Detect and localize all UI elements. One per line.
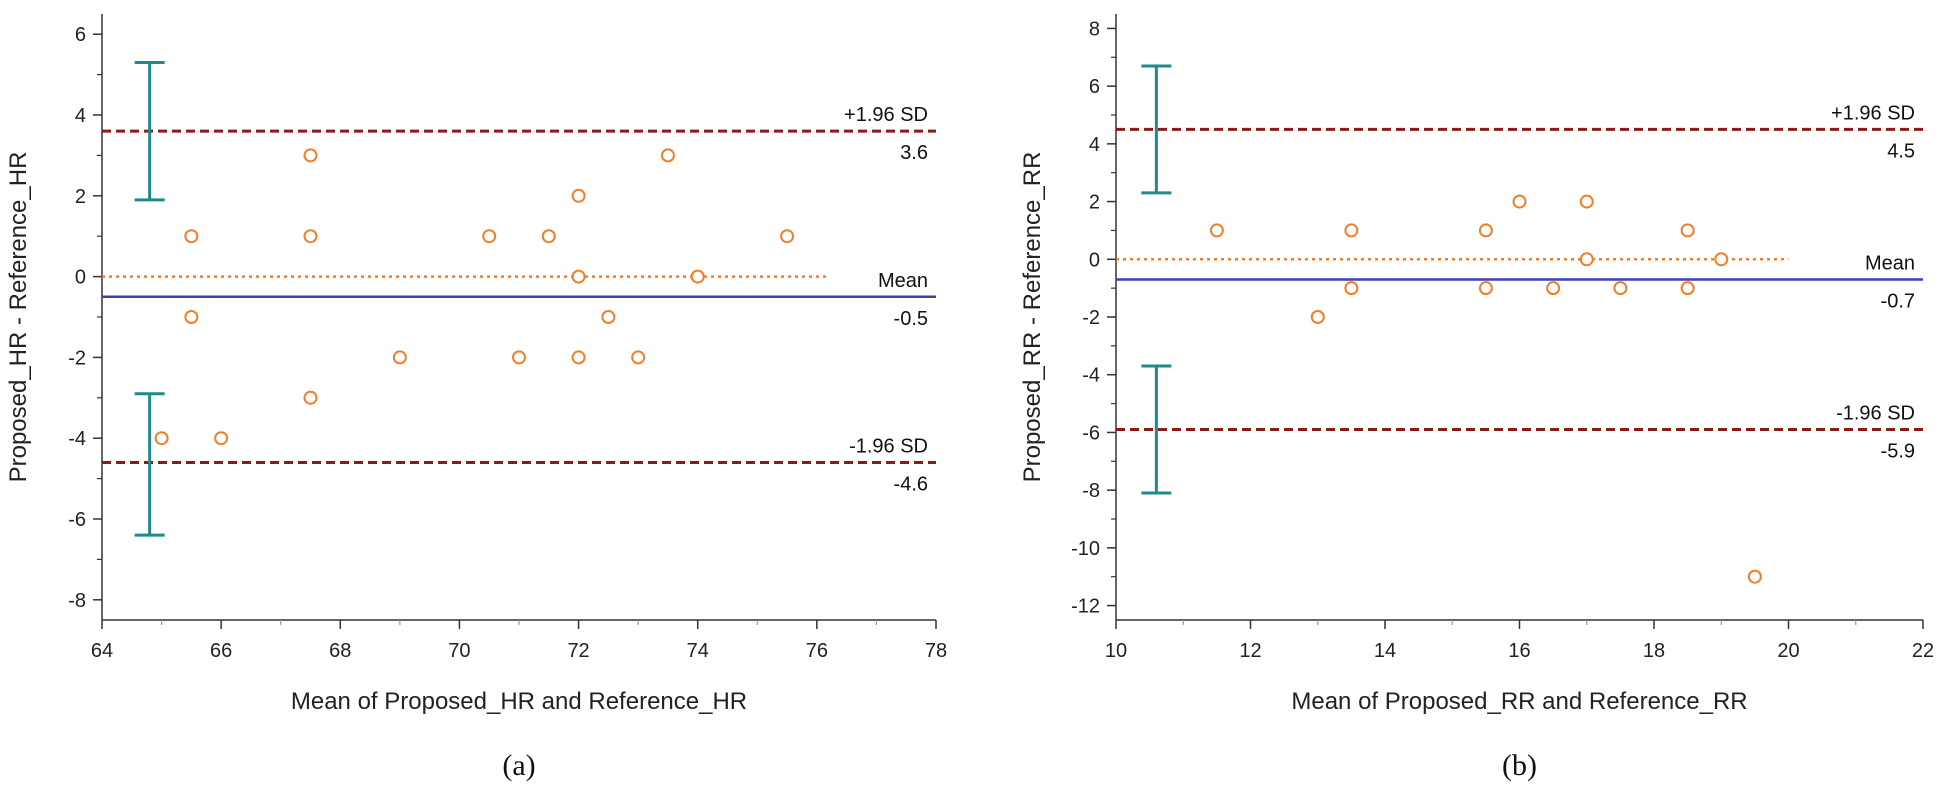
data-point	[631, 350, 646, 365]
data-point	[214, 431, 229, 446]
panel-caption: (b)	[1502, 749, 1537, 782]
data-point	[1546, 281, 1561, 296]
y-tick-label: -2	[68, 347, 86, 369]
upper-loa-label: +1.96 SD	[1831, 102, 1915, 124]
y-axis-title: Proposed_HR - Reference_HR	[5, 152, 32, 483]
upper-loa-label: +1.96 SD	[844, 104, 928, 126]
mean-label: Mean	[878, 270, 928, 292]
y-tick-label: 0	[75, 267, 86, 289]
data-point	[1512, 194, 1527, 209]
y-tick-label: 8	[1089, 18, 1100, 40]
data-point	[1209, 223, 1224, 238]
upper-ci-bar	[134, 60, 165, 202]
y-tick-label: -8	[68, 590, 86, 612]
data-point	[571, 269, 586, 284]
data-point	[571, 350, 586, 365]
x-axis-title: Mean of Proposed_RR and Reference_RR	[1291, 688, 1747, 715]
data-point	[184, 310, 199, 324]
x-tick-label: 78	[925, 640, 947, 662]
upper-loa-value-label: 4.5	[1887, 140, 1915, 162]
data-point	[1680, 223, 1695, 238]
panel-b-rr: -12 -10 -8 -6 -4 -2 0 2 4 6 8 10 12 14 16 18 20 22 Mean of…	[1019, 14, 1934, 782]
lower-loa-label: -1.96 SD	[1836, 403, 1915, 425]
data-point	[571, 188, 586, 203]
y-tick-label: -4	[68, 428, 86, 450]
y-tick-label: -2	[1082, 307, 1100, 329]
x-tick-label: 66	[210, 640, 232, 662]
lower-ci-bar	[134, 392, 165, 537]
data-point	[1478, 281, 1493, 296]
x-tick-label: 76	[806, 640, 828, 662]
y-tick-label: 4	[1089, 134, 1100, 156]
x-tick-label: 20	[1777, 640, 1799, 662]
x-tick-label: 70	[448, 640, 470, 662]
lower-ci-bar	[1141, 364, 1172, 495]
data-point	[1680, 281, 1695, 296]
x-tick-label: 16	[1508, 640, 1530, 662]
x-tick-label: 10	[1105, 640, 1127, 662]
y-tick-label: -12	[1071, 596, 1100, 618]
data-point	[780, 229, 795, 244]
data-point	[1747, 569, 1762, 584]
y-tick-label: 2	[75, 186, 86, 208]
data-point	[541, 229, 556, 244]
y-tick-label: 2	[1089, 192, 1100, 214]
data-point	[303, 148, 318, 163]
upper-loa-value-label: 3.6	[900, 142, 928, 164]
panel-caption: (a)	[502, 749, 535, 782]
x-axis-title: Mean of Proposed_HR and Reference_HR	[291, 688, 747, 715]
x-tick-label: 68	[329, 640, 351, 662]
data-point	[184, 229, 199, 244]
data-point	[1714, 252, 1729, 267]
y-tick-label: -4	[1082, 365, 1100, 387]
data-point	[392, 350, 407, 365]
data-point	[690, 269, 705, 284]
y-tick-label: 0	[1089, 249, 1100, 271]
data-point	[1344, 281, 1359, 296]
data-point	[1478, 223, 1493, 238]
y-tick-label: 6	[1089, 76, 1100, 98]
data-point	[482, 229, 497, 244]
data-point	[512, 350, 526, 365]
y-axis-title: Proposed_RR - Reference_RR	[1019, 152, 1046, 483]
mean-value-label: -0.7	[1881, 290, 1915, 312]
y-tick-label: 6	[75, 24, 86, 46]
mean-value-label: -0.5	[894, 308, 928, 330]
x-tick-label: 14	[1374, 640, 1396, 662]
y-tick-label: -6	[1082, 422, 1100, 444]
upper-ci-bar	[1141, 64, 1172, 195]
x-tick-label: 64	[91, 640, 113, 662]
x-tick-label: 22	[1912, 640, 1934, 662]
lower-loa-label: -1.96 SD	[849, 435, 928, 457]
panel-a-hr: -8 -6 -4 -2 0 2 4 6 64 66 68 70 72 74 76 78 Mean of Prop…	[5, 14, 947, 782]
x-tick-label: 72	[567, 640, 589, 662]
y-tick-label: 4	[75, 105, 86, 127]
x-tick-label: 12	[1239, 640, 1261, 662]
data-point	[303, 390, 318, 405]
data-point	[303, 229, 318, 244]
data-point	[601, 310, 616, 324]
x-tick-label: 18	[1643, 640, 1665, 662]
y-tick-label: -10	[1071, 538, 1100, 560]
y-tick-label: -8	[1082, 480, 1100, 502]
data-point	[1579, 194, 1594, 209]
y-tick-label: -6	[68, 509, 86, 531]
data-point	[660, 148, 675, 163]
data-point	[1579, 252, 1594, 267]
mean-label: Mean	[1865, 252, 1915, 274]
data-point	[1310, 310, 1325, 324]
lower-loa-value-label: -4.6	[894, 473, 928, 495]
data-point	[1344, 223, 1359, 238]
data-point	[154, 431, 169, 446]
data-point	[1613, 281, 1628, 296]
x-tick-label: 74	[687, 640, 709, 662]
lower-loa-value-label: -5.9	[1881, 441, 1915, 463]
